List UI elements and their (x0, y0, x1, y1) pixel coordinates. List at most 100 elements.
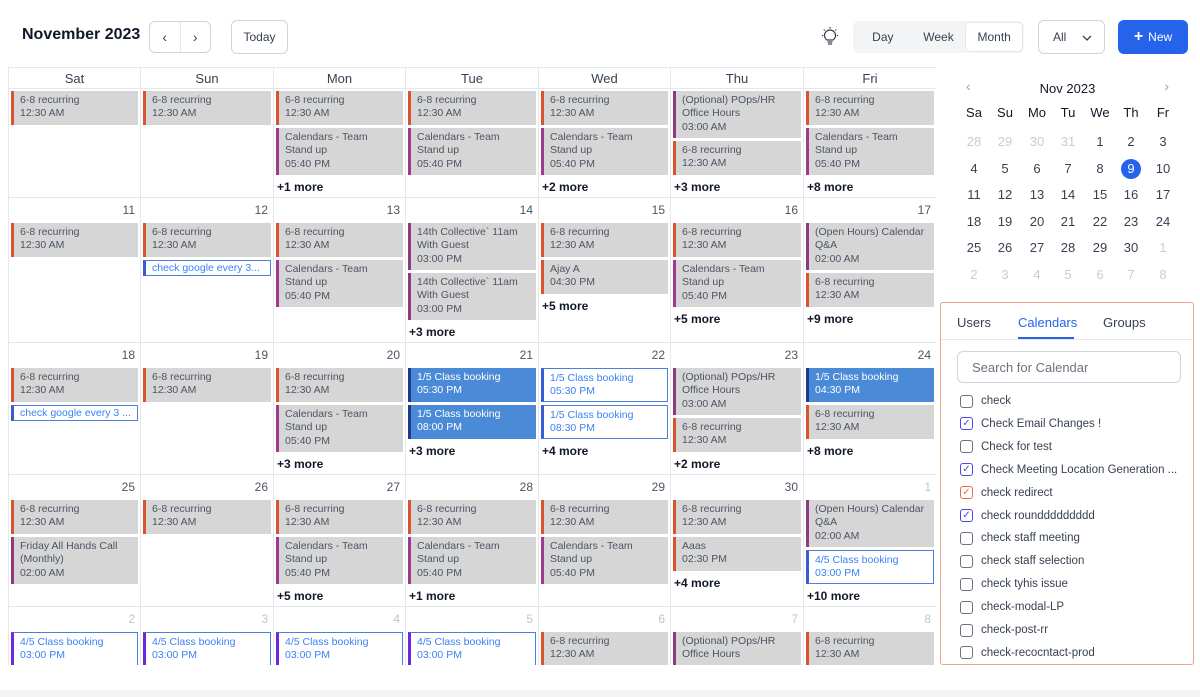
day-cell[interactable]: 17 (Open Hours) Calendar Q&A 02:00 AM 6-8 re… (804, 198, 936, 343)
mini-day[interactable]: 4 (970, 160, 978, 176)
day-number[interactable]: 5 (526, 612, 533, 626)
calendar-event[interactable]: Calendars - Team Stand up 05:40 PM (408, 128, 536, 175)
mini-day[interactable]: 3 (1159, 134, 1167, 149)
day-number[interactable]: 12 (254, 203, 268, 217)
day-number[interactable]: 8 (924, 612, 931, 626)
mini-day[interactable]: 27 (1029, 240, 1045, 255)
calendar-event[interactable]: 6-8 recurring 12:30 AM (806, 273, 934, 307)
calendar-event[interactable]: 6-8 recurring 12:30 AM (541, 632, 668, 665)
day-cell[interactable]: 6-8 recurring 12:30 AM Calendars - Team Sta… (406, 89, 539, 198)
calendar-event[interactable]: Calendars - Team Stand up 05:40 PM (276, 537, 403, 584)
calendar-event[interactable]: Calendars - Team Stand up 05:40 PM (276, 260, 403, 307)
calendar-event[interactable]: check google every 3 ... (11, 405, 138, 421)
lightbulb-icon[interactable] (820, 26, 840, 48)
day-cell[interactable]: 20 6-8 recurring 12:30 AM Calendars - Team S… (274, 343, 406, 475)
mini-day[interactable]: 16 (1123, 187, 1139, 202)
calendar-event[interactable]: 14th Collective` 11am With Guest 03:00 PM (408, 273, 536, 320)
day-cell[interactable]: 26 6-8 recurring 12:30 AM (141, 475, 274, 607)
day-cell[interactable]: 6-8 recurring 12:30 AM (141, 89, 274, 198)
mini-day[interactable]: 14 (1060, 187, 1076, 202)
day-cell[interactable]: 12 6-8 recurring 12:30 AM check google ever… (141, 198, 274, 343)
mini-day[interactable]: 8 (1096, 160, 1104, 176)
calendar-list-item[interactable]: check-modal-LP (960, 598, 1185, 616)
calendar-event[interactable]: 6-8 recurring 12:30 AM (673, 418, 801, 452)
day-cell[interactable]: 1 (Open Hours) Calendar Q&A 02:00 AM 4/5 Cla… (804, 475, 936, 607)
calendar-event[interactable]: 6-8 recurring 12:30 AM (408, 500, 536, 534)
view-day-button[interactable]: Day (872, 30, 894, 44)
day-cell[interactable]: 16 6-8 recurring 12:30 AM Calendars - Team S… (671, 198, 804, 343)
calendar-event[interactable]: 6-8 recurring 12:30 AM (806, 91, 934, 125)
calendar-event[interactable]: (Optional) POps/HR Office Hours 03:00 AM (673, 368, 801, 415)
mini-day[interactable]: 13 (1029, 187, 1045, 202)
calendar-event[interactable]: 6-8 recurring 12:30 AM (11, 223, 138, 257)
more-events-link[interactable]: +4 more (542, 444, 589, 458)
calendar-event[interactable]: Calendars - Team Stand up 05:40 PM (408, 537, 536, 584)
today-button[interactable]: Today (231, 20, 288, 54)
calendar-event[interactable]: 6-8 recurring 12:30 AM (541, 500, 668, 534)
more-events-link[interactable]: +3 more (409, 325, 456, 339)
tab-users[interactable]: Users (957, 315, 991, 330)
calendar-event[interactable]: 6-8 recurring 12:30 AM (11, 368, 138, 402)
day-number[interactable]: 1 (924, 480, 931, 494)
calendar-list-item[interactable]: ✓ check rounddddddddd (960, 507, 1185, 525)
calendar-event[interactable]: 6-8 recurring 12:30 AM (276, 500, 403, 534)
calendar-event[interactable]: Calendars - Team Stand up 05:40 PM (541, 537, 668, 584)
day-number[interactable]: 18 (121, 348, 135, 362)
calendar-event[interactable]: 6-8 recurring 12:30 AM (143, 91, 271, 125)
checkbox[interactable]: ✓ (960, 417, 973, 431)
tab-calendars[interactable]: Calendars (1018, 315, 1078, 330)
mini-prev-month-icon[interactable]: ‹ (966, 78, 971, 94)
mini-day[interactable]: 26 (997, 240, 1013, 255)
more-events-link[interactable]: +5 more (277, 589, 324, 603)
calendar-event[interactable]: 4/5 Class booking 03:00 PM (143, 632, 271, 665)
day-number[interactable]: 27 (386, 480, 400, 494)
day-number[interactable]: 29 (651, 480, 665, 494)
calendar-event[interactable]: 6-8 recurring 12:30 AM (673, 500, 801, 534)
calendar-event[interactable]: 14th Collective` 11am With Guest 03:00 PM (408, 223, 536, 270)
day-cell[interactable]: 6-8 recurring 12:30 AM Calendars - Team Sta… (274, 89, 406, 198)
day-cell[interactable]: 15 6-8 recurring 12:30 AM Ajay A 04:30 PM +5 … (539, 198, 671, 343)
checkbox[interactable] (960, 600, 973, 614)
prev-month-button[interactable]: ‹ (150, 22, 180, 52)
day-cell[interactable]: (Optional) POps/HR Office Hours 03:00 AM 6-… (671, 89, 804, 198)
day-cell[interactable]: 7 (Optional) POps/HR Office Hours (671, 607, 804, 665)
checkbox[interactable] (960, 646, 973, 660)
checkbox[interactable] (960, 623, 973, 637)
calendar-list-item[interactable]: check staff selection (960, 552, 1185, 570)
calendar-event[interactable]: 4/5 Class booking 03:00 PM (11, 632, 138, 665)
day-number[interactable]: 21 (519, 348, 533, 362)
day-cell[interactable]: 19 6-8 recurring 12:30 AM (141, 343, 274, 475)
more-events-link[interactable]: +1 more (277, 180, 324, 194)
calendar-event[interactable]: 4/5 Class booking 03:00 PM (806, 550, 934, 584)
calendar-event[interactable]: 6-8 recurring 12:30 AM (806, 632, 934, 665)
more-events-link[interactable]: +4 more (674, 576, 721, 590)
calendar-event[interactable]: 1/5 Class booking 04:30 PM (806, 368, 934, 402)
day-cell[interactable]: 13 6-8 recurring 12:30 AM Calendars - Team S… (274, 198, 406, 343)
calendar-list-item[interactable]: check (960, 392, 1185, 410)
mini-day[interactable]: 10 (1155, 160, 1171, 176)
day-number[interactable]: 6 (658, 612, 665, 626)
checkbox[interactable] (960, 531, 973, 545)
calendar-event[interactable]: 4/5 Class booking 03:00 PM (408, 632, 536, 665)
day-cell[interactable]: 21 1/5 Class booking 05:30 PM 1/5 Class boo… (406, 343, 539, 475)
next-month-button[interactable]: › (179, 22, 211, 52)
more-events-link[interactable]: +9 more (807, 312, 854, 326)
calendar-event[interactable]: 1/5 Class booking 05:30 PM (541, 368, 668, 402)
day-cell[interactable]: 6 6-8 recurring 12:30 AM (539, 607, 671, 665)
checkbox[interactable] (960, 554, 973, 568)
more-events-link[interactable]: +3 more (674, 180, 721, 194)
day-number[interactable]: 17 (917, 203, 931, 217)
mini-day[interactable]: 31 (1060, 134, 1076, 149)
day-number[interactable]: 28 (519, 480, 533, 494)
filter-select[interactable]: All (1038, 20, 1105, 54)
day-cell[interactable]: 4 4/5 Class booking 03:00 PM (274, 607, 406, 665)
more-events-link[interactable]: +5 more (674, 312, 721, 326)
view-month-button[interactable]: Month (966, 23, 1023, 51)
calendar-event[interactable]: Calendars - Team Stand up 05:40 PM (541, 128, 668, 175)
day-number[interactable]: 30 (784, 480, 798, 494)
more-events-link[interactable]: +8 more (807, 180, 854, 194)
calendar-event[interactable]: 6-8 recurring 12:30 AM (276, 368, 403, 402)
day-number[interactable]: 19 (254, 348, 268, 362)
mini-day-today[interactable]: 9 (1121, 158, 1141, 179)
calendar-event[interactable]: check google every 3... (143, 260, 271, 276)
